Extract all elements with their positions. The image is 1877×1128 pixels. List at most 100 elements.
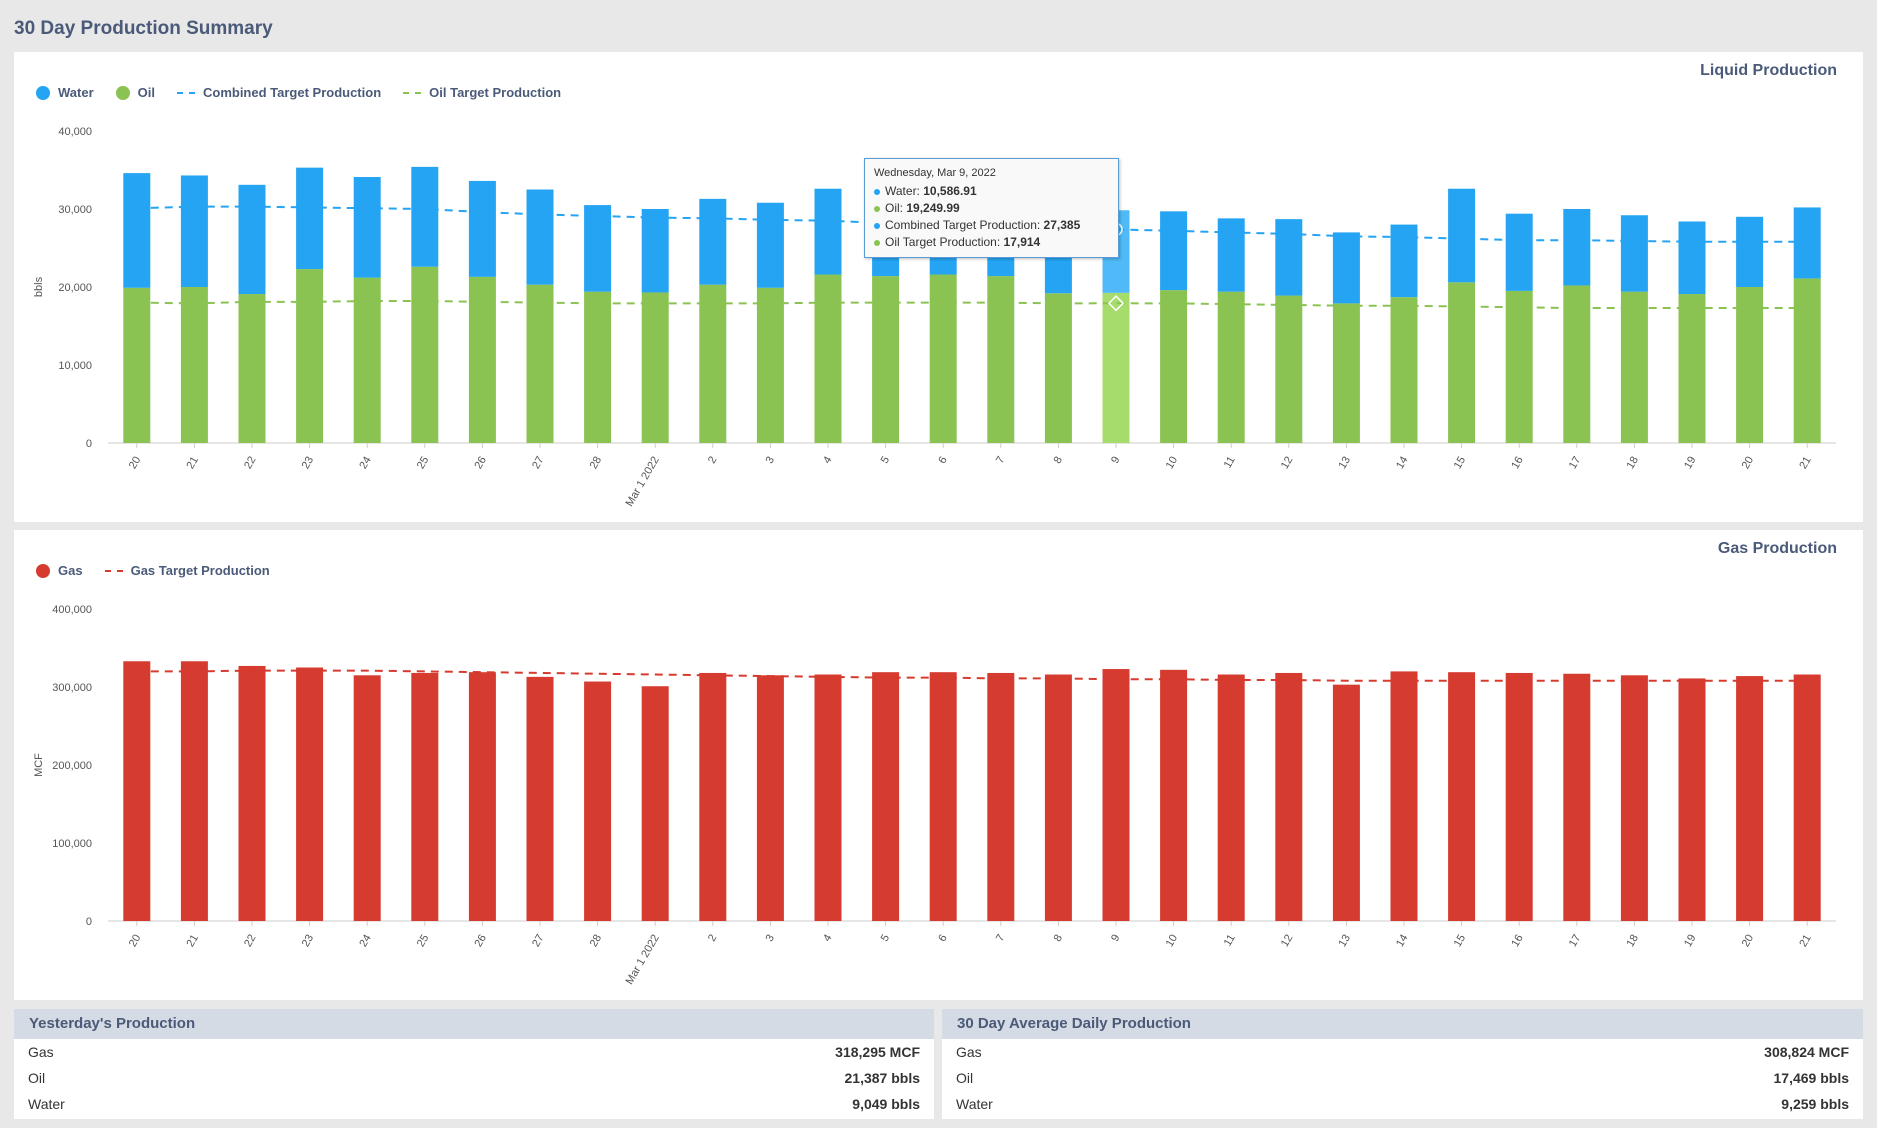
line-combined-target-production: [136, 205, 1808, 243]
line-gas-target-production: [136, 669, 1808, 682]
bar-oil: [699, 284, 727, 443]
gas-panel-title: Gas Production: [1717, 540, 1837, 557]
legend-water[interactable]: Water: [36, 85, 94, 100]
x-tick-label: 6: [936, 455, 949, 466]
bar-water: [1505, 213, 1533, 291]
x-tick-label: 23: [300, 455, 317, 472]
legend-combined-label: Combined Target Production: [202, 85, 382, 100]
bar-gas: [1505, 672, 1533, 921]
x-tick-label: 18: [1624, 455, 1641, 472]
bar-water: [1793, 207, 1821, 279]
tooltip-combined-value: 27,385: [1043, 218, 1081, 232]
x-tick-label: 2: [706, 933, 719, 944]
row-label: Oil: [956, 1070, 974, 1086]
bar-oil: [1793, 278, 1821, 443]
oil-dot-icon: [874, 239, 880, 246]
bar-gas: [1275, 672, 1303, 921]
y-tick-label: 300,000: [52, 682, 92, 694]
bar-oil: [353, 277, 381, 443]
tooltip-row-combined: Combined Target Production: 27,385: [874, 217, 1109, 234]
y-tick-label: 10,000: [58, 360, 92, 372]
line-oil-target-production: [136, 300, 1808, 310]
x-tick-label: 21: [1797, 933, 1814, 950]
legend-gas[interactable]: Gas: [36, 563, 83, 578]
row-value: 9,259 bbls: [1781, 1096, 1849, 1112]
bar-gas: [1793, 674, 1821, 921]
dashed-line-icon: [176, 91, 195, 94]
x-tick-label: 26: [472, 455, 489, 472]
bar-oil: [1620, 291, 1648, 443]
legend-gas-target[interactable]: Gas Target Production: [104, 563, 270, 578]
x-tick-label: 15: [1452, 455, 1469, 472]
summary-row: Water 9,259 bbls: [942, 1091, 1863, 1117]
bar-water: [641, 209, 669, 293]
legend-combined-target[interactable]: Combined Target Production: [176, 85, 382, 100]
y-axis-title: bbls: [33, 276, 45, 297]
bar-oil: [411, 266, 439, 443]
bar-water: [296, 167, 324, 270]
x-tick-label: 6: [936, 933, 949, 944]
bar-oil: [1678, 294, 1706, 443]
tooltip-row-water: Water: 10,586.91: [874, 183, 1109, 200]
x-tick-label: Mar 1 2022: [624, 455, 662, 509]
legend-oil[interactable]: Oil: [115, 85, 155, 100]
x-tick-label: 16: [1509, 933, 1526, 950]
x-tick-label: 20: [127, 455, 144, 472]
bar-oil: [872, 276, 900, 443]
x-tick-label: 20: [1740, 933, 1757, 950]
x-tick-label: 26: [472, 933, 489, 950]
x-tick-label: 19: [1682, 455, 1699, 472]
row-label: Water: [956, 1096, 993, 1112]
bar-oil: [641, 292, 669, 443]
x-tick-label: 22: [242, 455, 259, 472]
bar-oil: [987, 276, 1015, 443]
average-title: 30 Day Average Daily Production: [942, 1009, 1863, 1039]
x-tick-label: 10: [1164, 933, 1181, 950]
bar-gas: [1217, 674, 1245, 921]
bar-water: [1620, 215, 1648, 292]
x-tick-label: 12: [1279, 933, 1296, 950]
row-value: 318,295 MCF: [835, 1044, 920, 1060]
legend-oil-target[interactable]: Oil Target Production: [403, 85, 561, 100]
bar-oil: [1505, 290, 1533, 443]
x-tick-label: 8: [1052, 933, 1065, 944]
bar-oil: [1217, 291, 1245, 443]
tooltip-oil-target-label: Oil Target Production:: [885, 235, 1001, 249]
x-tick-label: 8: [1052, 455, 1065, 466]
bar-gas: [1160, 669, 1188, 921]
bar-water: [353, 177, 381, 278]
legend-oil-label: Oil: [137, 85, 155, 100]
x-tick-label: 15: [1452, 933, 1469, 950]
gas-dot-icon: [36, 563, 50, 578]
water-dot-icon: [874, 222, 880, 229]
x-tick-label: 12: [1279, 455, 1296, 472]
tooltip-row-oil-target: Oil Target Production: 17,914: [874, 234, 1109, 251]
bar-oil: [1448, 282, 1476, 443]
bar-water: [1563, 209, 1591, 286]
bar-oil: [180, 287, 208, 443]
x-tick-label: 17: [1567, 933, 1584, 950]
x-tick-label: 24: [357, 455, 374, 472]
bar-water: [180, 175, 208, 287]
x-tick-label: 2: [706, 455, 719, 466]
yesterday-title: Yesterday's Production: [14, 1009, 934, 1039]
bar-gas: [1736, 676, 1764, 921]
bar-oil: [468, 276, 496, 443]
bar-gas: [929, 672, 957, 921]
bar-oil: [1563, 285, 1591, 443]
y-tick-label: 400,000: [52, 604, 92, 616]
summary-row: Water 9,049 bbls: [14, 1091, 934, 1117]
bar-gas: [1678, 678, 1706, 921]
x-tick-label: 22: [242, 933, 259, 950]
x-tick-label: 16: [1509, 455, 1526, 472]
bar-water: [1275, 219, 1303, 296]
bar-gas: [699, 672, 727, 921]
x-tick-label: 14: [1394, 455, 1411, 472]
bar-water: [699, 198, 727, 285]
x-tick-label: 19: [1682, 933, 1699, 950]
bar-water: [1448, 188, 1476, 283]
x-tick-label: 25: [415, 455, 432, 472]
tooltip-oil-value: 19,249.99: [906, 201, 960, 215]
x-tick-label: 27: [530, 933, 547, 950]
